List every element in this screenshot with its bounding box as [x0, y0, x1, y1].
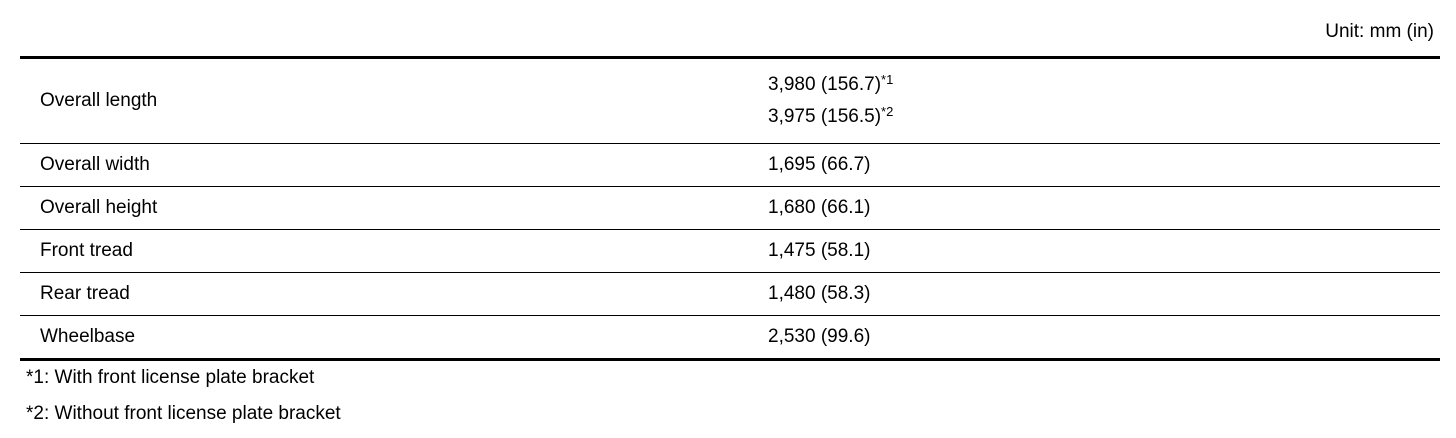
footnote-2: *2: Without front license plate bracket [26, 403, 341, 424]
table-row: Wheelbase 2,530 (99.6) [20, 316, 1440, 360]
row-label: Rear tread [20, 272, 748, 316]
table-row: Rear tread 1,480 (58.3) [20, 272, 1440, 316]
value-text: 3,980 (156.7) [768, 74, 882, 95]
dimensions-table: Overall length 3,980 (156.7)*1 3,975 (15… [20, 56, 1440, 361]
footnote-ref: *1 [881, 72, 894, 87]
footnote-1: *1: With front license plate bracket [26, 367, 315, 388]
table-row: Overall height 1,680 (66.1) [20, 186, 1440, 230]
value-text: 3,975 (156.5) [768, 106, 882, 127]
row-label: Front tread [20, 229, 748, 273]
row-value: 1,680 (66.1) [748, 186, 1440, 230]
row-label: Overall width [20, 143, 748, 187]
table-row: Front tread 1,475 (58.1) [20, 229, 1440, 273]
row-value: 1,695 (66.7) [748, 143, 1440, 187]
table-row: Overall length 3,980 (156.7)*1 3,975 (15… [20, 57, 1440, 144]
row-value: 2,530 (99.6) [768, 326, 871, 347]
footnote-ref: *2 [881, 104, 894, 119]
unit-label: Unit: mm (in) [1325, 21, 1434, 42]
row-value: 1,480 (58.3) [748, 272, 1440, 316]
row-value: 1,475 (58.1) [748, 229, 1440, 273]
row-value: 3,980 (156.7)*1 3,975 (156.5)*2 [748, 57, 1440, 144]
row-label: Wheelbase [40, 326, 136, 347]
row-label: Overall height [20, 186, 748, 230]
row-label: Overall length [20, 57, 748, 144]
table-row: Overall width 1,695 (66.7) [20, 143, 1440, 187]
